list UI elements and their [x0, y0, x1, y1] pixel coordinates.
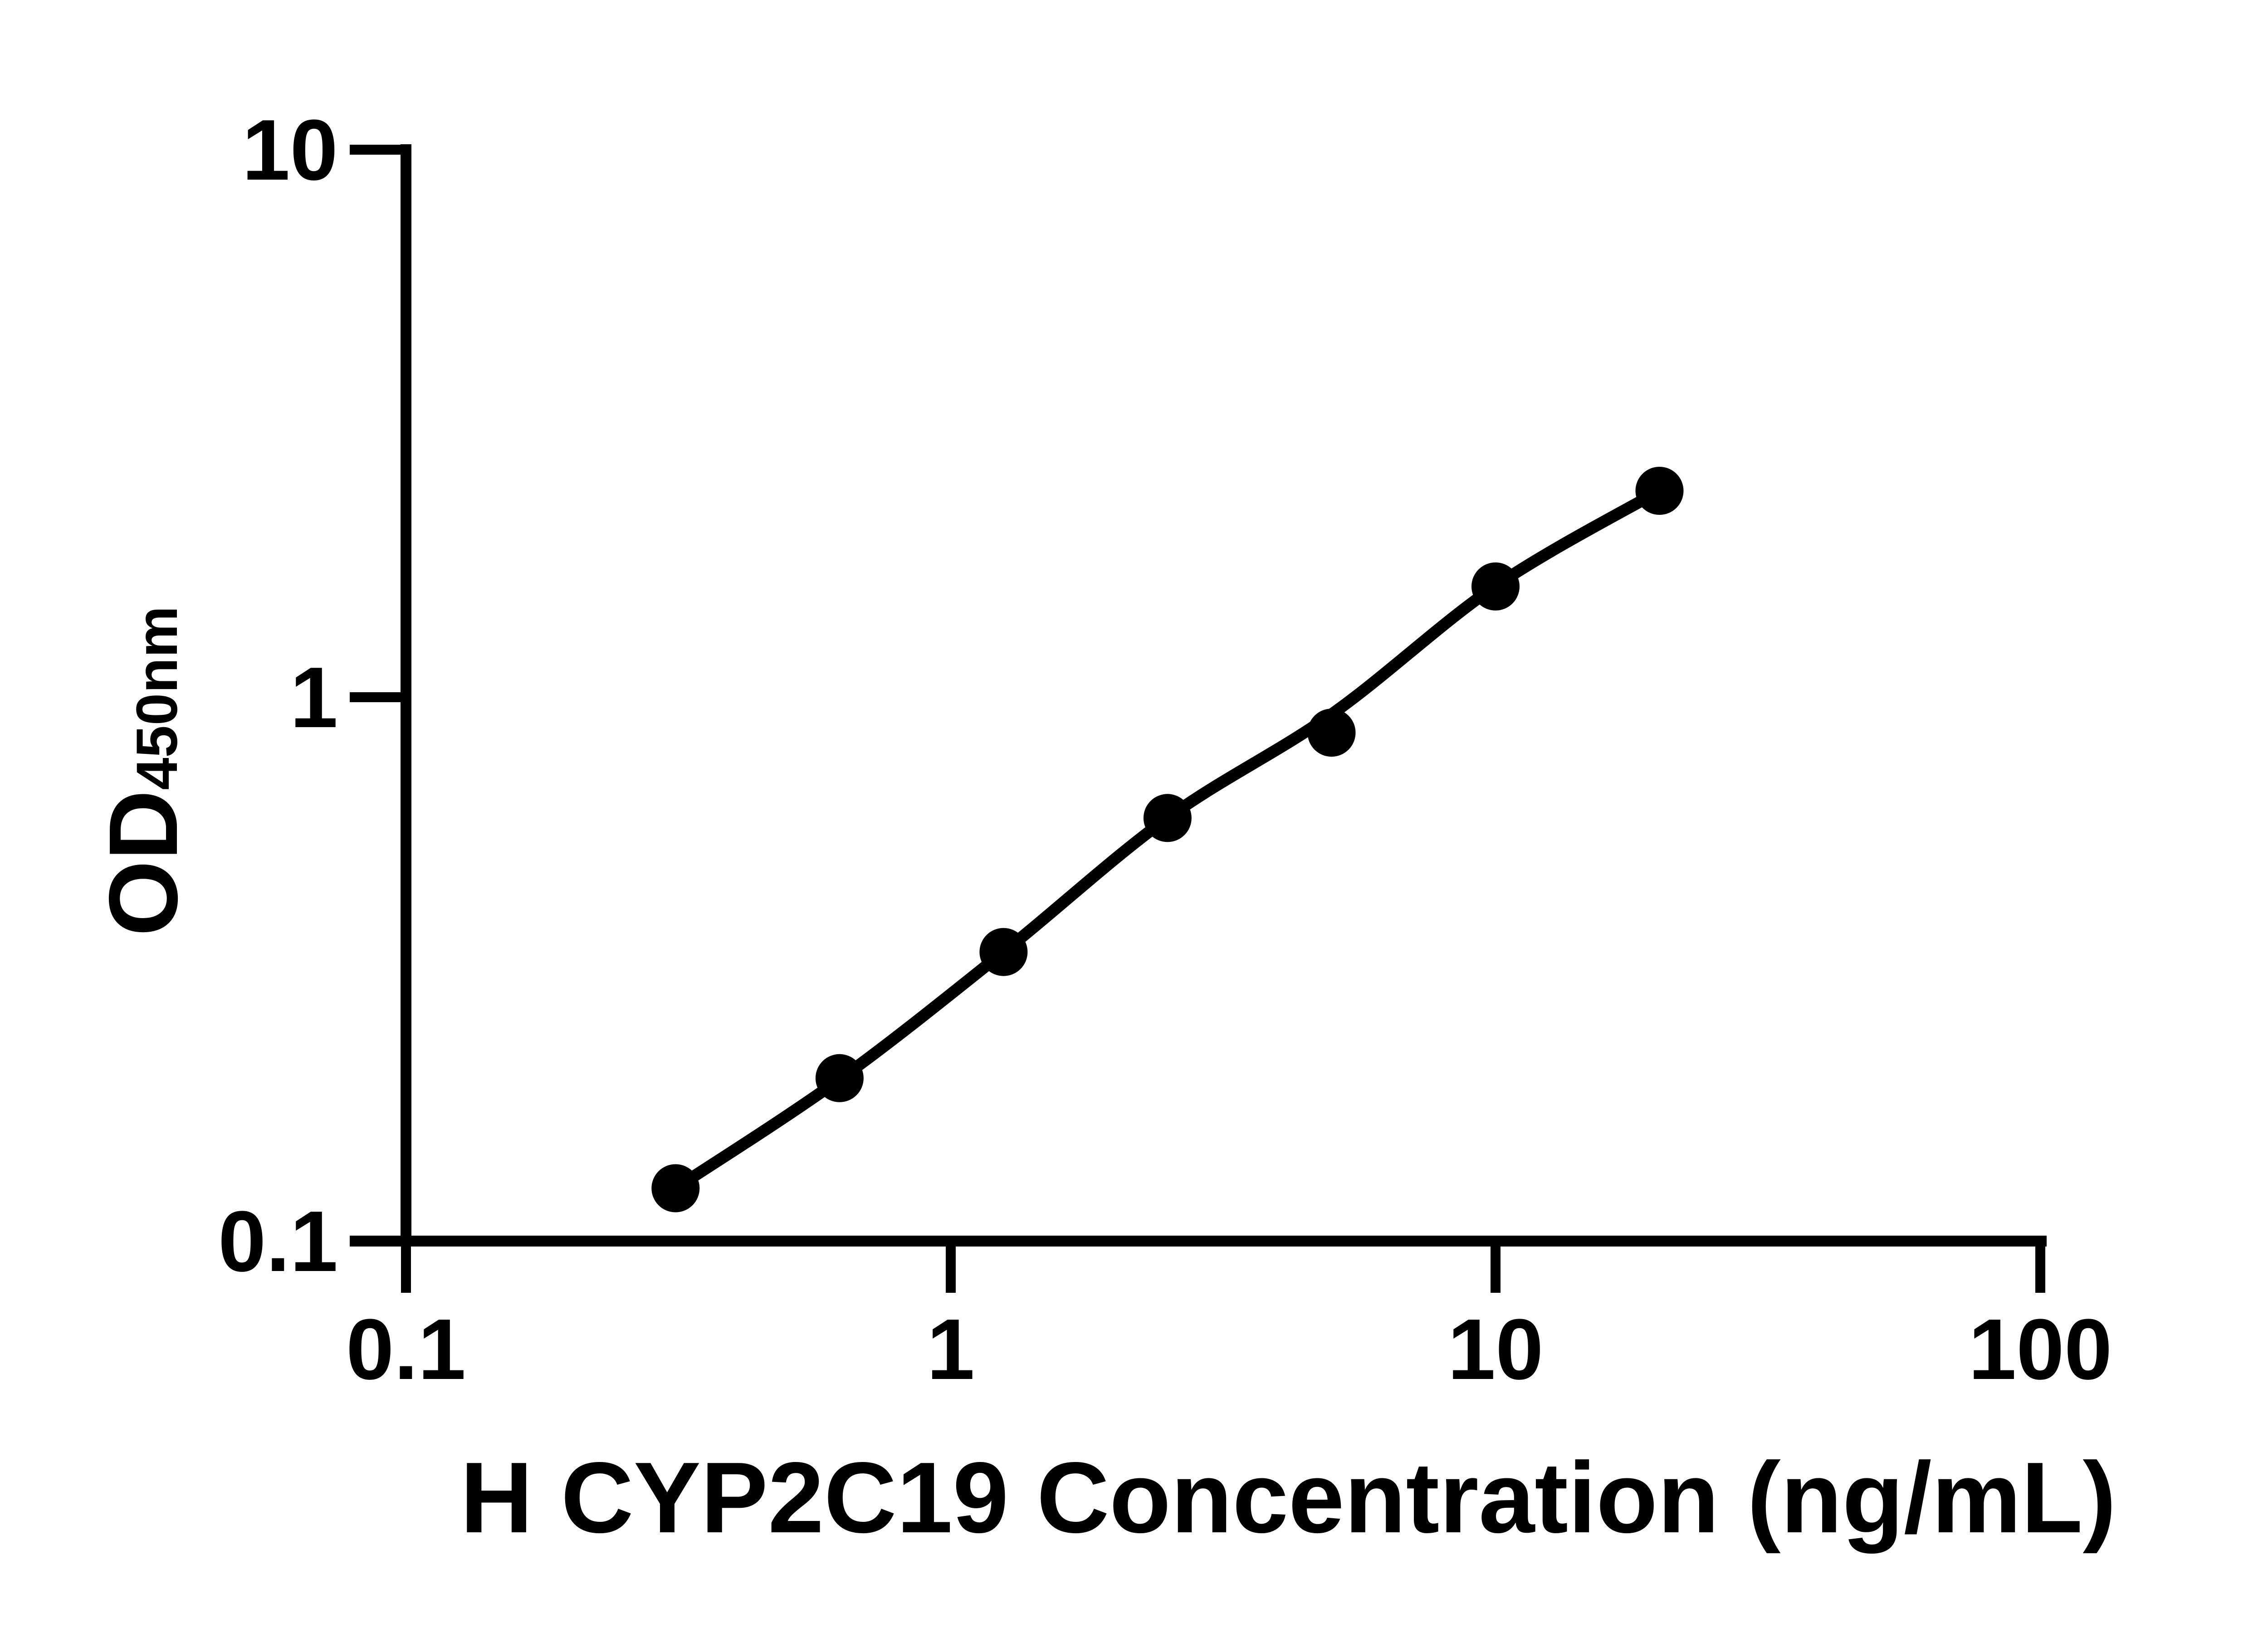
data-point-marker — [651, 1164, 700, 1213]
data-point-markers — [651, 467, 1684, 1213]
x-tick-label-10: 10 — [1447, 1301, 1543, 1398]
data-point-marker — [1635, 467, 1684, 515]
y-axis-title-main: OD — [88, 790, 198, 937]
x-tick-label-100: 100 — [1968, 1301, 2112, 1398]
data-point-marker — [815, 1054, 864, 1102]
y-axis-title-sub: 450nm — [125, 606, 190, 790]
y-tick-label-10: 10 — [242, 102, 338, 198]
x-tick-label-0-1: 0.1 — [346, 1301, 466, 1398]
data-point-marker — [1471, 562, 1520, 611]
x-tick-label-1: 1 — [927, 1301, 975, 1398]
y-tick-label-0-1: 0.1 — [218, 1193, 338, 1290]
data-point-marker — [1307, 709, 1356, 757]
x-axis-title: H CYP2C19 Concentration (ng/mL) — [460, 1442, 2116, 1554]
data-point-marker — [979, 928, 1028, 976]
y-axis-title: OD450nm — [88, 606, 198, 936]
data-point-marker — [1143, 794, 1192, 842]
y-tick-label-1: 1 — [290, 650, 338, 746]
